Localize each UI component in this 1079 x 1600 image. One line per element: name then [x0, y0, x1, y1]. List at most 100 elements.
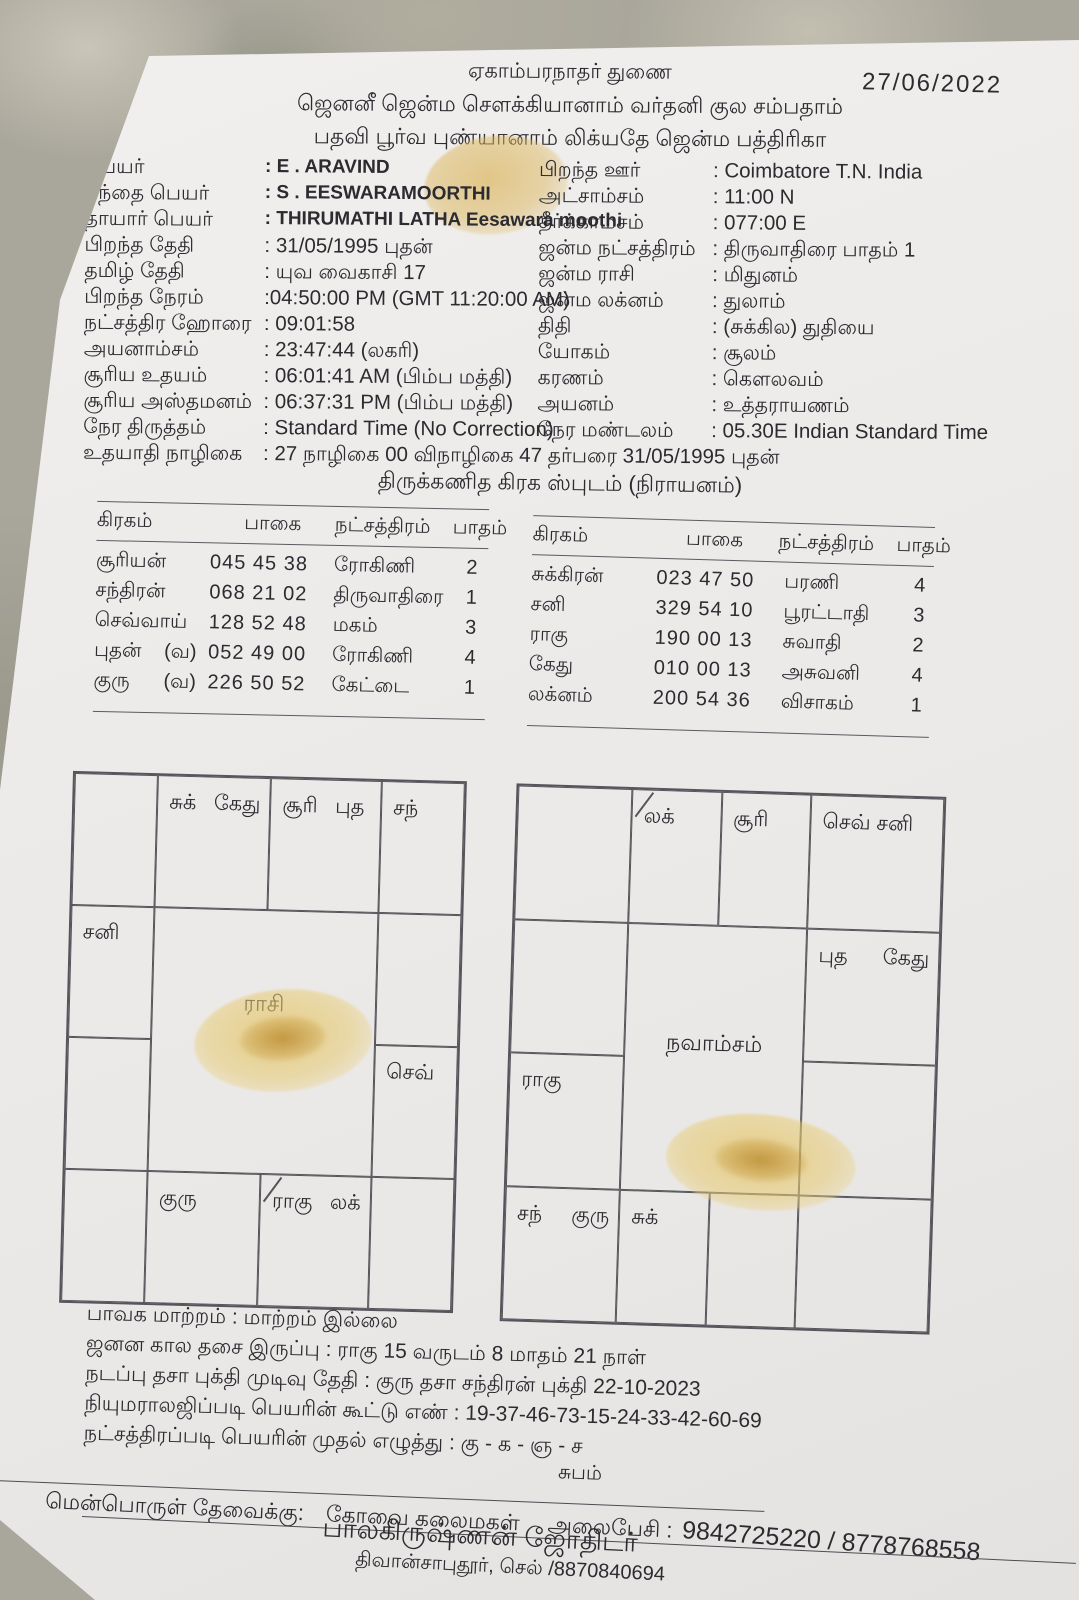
detail-label: யோகம்: [537, 339, 611, 364]
pada-value: 3: [913, 604, 925, 627]
pada-value: 2: [466, 556, 478, 579]
pen-mark: [84, 82, 91, 148]
degree-value: 045 45 38: [209, 551, 309, 576]
planet-name: கேது: [528, 653, 574, 677]
rasi-cell: [374, 912, 462, 1048]
detail-value: : THIRUMATHI LATHA Eesawara moothi: [264, 208, 623, 232]
invocation-line: ஏகாம்பரநாதர் துணை: [467, 59, 673, 84]
planet-name: சுக்கிரன்: [531, 563, 604, 588]
rasi-center: ராசி: [147, 907, 379, 1177]
detail-value: : 06:37:31 PM (பிம்ப மத்தி): [263, 390, 514, 415]
rasi-cell: சுக் கேது: [154, 775, 272, 911]
navamsam-lagna-cell: லக்: [628, 789, 723, 926]
degree-value: 200 54 36: [652, 686, 752, 712]
detail-label: தாயார் பெயர்: [84, 206, 213, 231]
rasi-cell: சந்: [378, 781, 465, 916]
retro-flag: (வ): [163, 640, 197, 664]
detail-label: அயனம்: [537, 391, 615, 416]
pada-value: 3: [464, 616, 477, 639]
col-nakshatra: நட்சத்திரம்: [778, 530, 875, 556]
detail-value: : 09:01:58: [263, 312, 356, 336]
detail-value: : உத்தராயணம்: [711, 393, 850, 418]
planet-name: புதன்: [93, 638, 142, 662]
rasi-cell: [61, 1168, 148, 1303]
planet-name: லக்னம்: [527, 683, 594, 707]
detail-value: :04:50:00 PM (GMT 11:20:00 AM): [264, 286, 570, 312]
navamsam-cell: [514, 785, 633, 923]
pada-value: 1: [463, 676, 476, 699]
degree-value: 329 54 10: [655, 596, 754, 622]
navamsam-cell: ராகு: [505, 1052, 625, 1190]
retro-flag: [166, 580, 210, 581]
detail-value: : 11:00 N: [712, 185, 795, 209]
detail-label: பிறந்த ஊர்: [538, 157, 641, 182]
col-graha: கிரகம்: [96, 508, 153, 533]
detail-label: நட்சத்திர ஹோரை: [83, 310, 252, 335]
phone-numbers: 9842725220 / 8778768558: [681, 1516, 982, 1567]
rasi-cell: செவ்: [371, 1044, 458, 1180]
detail-label: பிறந்த நேரம்: [84, 284, 204, 309]
detail-value: : E . ARAVIND: [264, 156, 390, 178]
detail-label: திதி: [537, 313, 572, 338]
nakshatra-name: ரோகிணி: [333, 553, 416, 578]
pada-value: 4: [911, 664, 924, 687]
detail-label: அட்சாம்சம்: [538, 183, 645, 208]
retro-flag: (வ): [163, 670, 197, 694]
degree-value: 190 00 13: [654, 626, 753, 652]
planet-table-left: கிரகம் பாகை நட்சத்திரம் பாதம் சூரியன் 045 45…: [92, 500, 507, 721]
detail-value: : 05.30E Indian Standard Time: [711, 419, 989, 445]
col-pada: பாதம்: [896, 533, 952, 558]
nakshatra-name: சுவாதி: [782, 630, 842, 655]
degree-value: 128 52 48: [208, 611, 307, 636]
degree-value: 023 47 50: [656, 566, 755, 592]
navamsam-cell: சூரி: [717, 791, 812, 929]
detail-label: அயனாம்சம்: [83, 336, 200, 361]
detail-value: : மிதுனம்: [712, 263, 799, 287]
detail-label: சூரிய உதயம்: [83, 362, 208, 387]
detail-value: : சூலம்: [711, 341, 777, 365]
header-sloka-line1: ஜெனனீ ஜென்ம சௌக்கியானாம் வர்தனி குல சம்ப…: [296, 90, 844, 119]
birth-details: பெயர்: E . ARAVIND பிறந்த ஊர்: Coimbatore…: [83, 155, 1005, 473]
detail-value: : (சுக்கில) துதியை: [711, 315, 875, 340]
rasi-cell: சூரி புத: [267, 778, 382, 913]
planet-name: குரு: [93, 668, 130, 692]
detail-label: தந்தை பெயர்: [84, 180, 210, 205]
navamsam-cell: சந் குரு: [501, 1185, 621, 1323]
nakshatra-name: பூரட்டாதி: [783, 600, 870, 626]
col-nakshatra: நட்சத்திரம்: [334, 513, 431, 538]
rasi-cell: [71, 772, 158, 908]
navamsam-chart: லக் சூரி செவ் சனி புத கேது ராகு சந் குரு…: [499, 783, 947, 1335]
degree-value: 226 50 52: [207, 671, 306, 696]
table-rule: [526, 724, 929, 738]
nakshatra-name: ரோகிணி: [331, 643, 414, 668]
col-degree: பாகை: [685, 527, 744, 552]
navamsam-cell: சுக்: [615, 1189, 710, 1326]
detail-value: : 06:01:41 AM (பிம்ப மத்தி): [263, 364, 513, 389]
detail-value: : Coimbatore T.N. India: [712, 159, 923, 184]
detail-label: ஜன்ம ராசி: [538, 261, 635, 286]
pada-value: 4: [464, 646, 476, 669]
pada-value: 1: [465, 586, 478, 609]
detail-label: பிறந்த தேதி: [84, 232, 195, 257]
planet-name: செவ்வாய்: [94, 608, 188, 633]
detail-value: : யுவ வைகாசி 17: [264, 260, 427, 285]
dasa-notes: பாவக மாற்றம் : மாற்றம் இல்லை ஜனன கால தசை…: [83, 1302, 1027, 1477]
navamsam-cell: [510, 918, 629, 1056]
nakshatra-name: அசுவனி: [781, 660, 861, 685]
navamsam-cell: செவ் சனி: [807, 794, 945, 933]
pada-value: 2: [912, 634, 924, 657]
detail-value: : 077:00 E: [712, 211, 807, 235]
nakshatra-name: திருவாதிரை: [333, 583, 444, 609]
detail-label: நேர திருத்தம்: [83, 414, 207, 439]
col-graha: கிரகம்: [532, 523, 589, 547]
rasi-cell: குரு: [144, 1171, 261, 1306]
col-degree: பாகை: [244, 512, 302, 536]
rasi-chart: சுக் கேது சூரி புத சந் சனி செவ் குரு ராக…: [59, 770, 467, 1314]
detail-value: : 31/05/1995 புதன்: [264, 234, 433, 259]
nakshatra-name: மகம்: [332, 613, 378, 637]
navamsam-cell: [705, 1192, 799, 1329]
degree-value: 010 00 13: [653, 656, 753, 682]
detail-label: கரணம்: [537, 365, 604, 390]
planet-table-right: கிரகம் பாகை நட்சத்திரம் பாதம் சுக்கிரன் 023 …: [526, 515, 951, 738]
pada-value: 1: [910, 694, 923, 717]
